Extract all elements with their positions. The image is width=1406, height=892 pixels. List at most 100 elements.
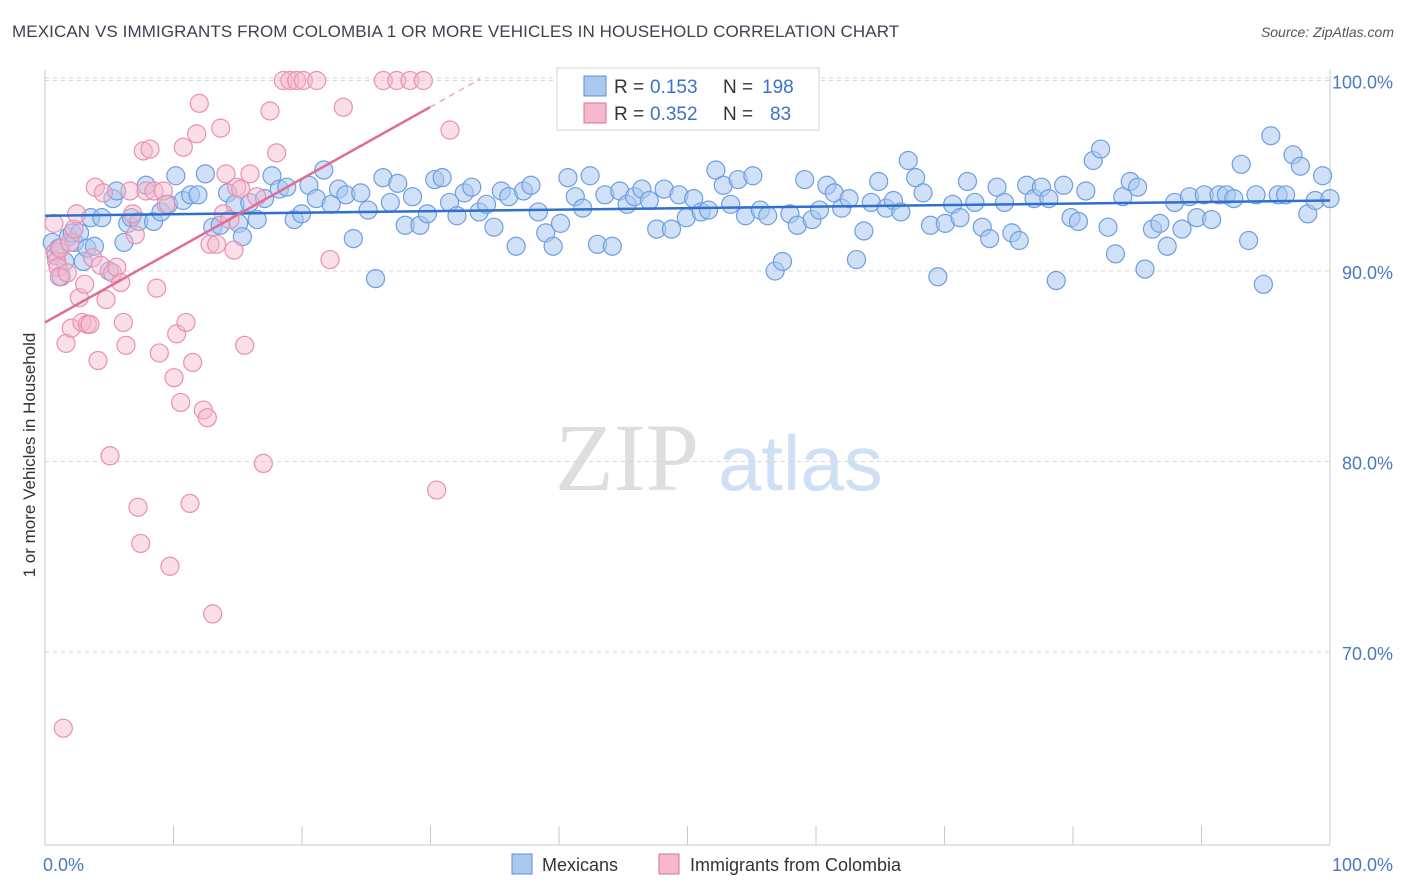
point-mexicans	[1150, 213, 1170, 233]
point-mexicans	[1128, 177, 1148, 197]
point-mexicans	[1239, 230, 1259, 251]
point-mexicans	[1253, 274, 1274, 294]
point-colombia	[48, 257, 68, 277]
point-colombia	[240, 164, 260, 184]
legend-n-label-1: N =	[723, 77, 753, 98]
point-colombia	[176, 312, 196, 333]
point-colombia	[267, 143, 287, 163]
point-colombia	[293, 70, 313, 91]
point-colombia	[235, 335, 255, 355]
point-colombia	[140, 139, 160, 159]
x-tick-label-max: 100.0%	[1332, 855, 1393, 875]
point-mexicans	[906, 168, 926, 188]
point-colombia	[197, 408, 217, 428]
point-mexicans	[550, 213, 571, 233]
point-mexicans	[417, 204, 437, 224]
point-mexicans	[891, 202, 911, 222]
point-mexicans	[846, 249, 867, 270]
point-mexicans	[343, 229, 363, 249]
point-mexicans	[1105, 244, 1126, 264]
point-mexicans	[188, 185, 208, 205]
y-axis-label: 1 or more Vehicles in Household	[20, 333, 39, 578]
trend-line-colombia	[44, 106, 431, 324]
point-colombia	[120, 181, 140, 201]
point-colombia	[136, 181, 156, 201]
point-colombia	[207, 234, 227, 254]
point-mexicans	[432, 168, 452, 188]
trend-line-colombia-extension	[429, 78, 481, 108]
point-mexicans	[476, 194, 497, 214]
point-colombia	[440, 120, 460, 140]
point-colombia	[116, 335, 136, 355]
point-mexicans	[528, 202, 548, 222]
y-tick-label: 80.0%	[1342, 454, 1393, 474]
point-colombia	[333, 97, 353, 117]
point-mexicans	[580, 166, 600, 186]
point-colombia	[427, 480, 447, 500]
point-mexicans	[1068, 211, 1089, 232]
point-colombia	[273, 70, 293, 91]
legend-r-label-2: R =	[614, 104, 644, 125]
legend-n-value-2: 83	[770, 104, 791, 125]
point-mexicans	[1313, 166, 1333, 186]
point-colombia	[187, 124, 207, 144]
point-colombia	[189, 93, 209, 113]
data-points	[42, 70, 1340, 738]
point-mexicans	[484, 217, 504, 237]
point-mexicans	[543, 236, 563, 256]
point-mexicans	[1157, 236, 1177, 256]
bottom-legend-swatch-colombia	[658, 853, 680, 875]
bottom-legend-colombia: Immigrants from Colombia	[690, 855, 902, 875]
point-colombia	[83, 248, 103, 268]
point-colombia	[133, 141, 153, 161]
point-colombia	[253, 453, 273, 474]
point-mexicans	[558, 168, 578, 188]
point-colombia	[51, 238, 71, 258]
point-mexicans	[957, 171, 978, 192]
point-mexicans	[447, 206, 467, 226]
point-mexicans	[388, 173, 408, 193]
point-colombia	[80, 314, 100, 334]
point-mexicans	[195, 164, 215, 184]
series-legend: Mexicans Immigrants from Colombia	[511, 853, 902, 875]
point-mexicans	[1054, 175, 1074, 195]
point-mexicans	[1261, 126, 1281, 146]
point-mexicans	[706, 160, 726, 180]
legend-r-label-1: R =	[614, 77, 644, 98]
point-mexicans	[166, 166, 186, 186]
point-mexicans	[1098, 217, 1118, 237]
point-mexicans	[795, 169, 815, 190]
watermark-zip: ZIP	[555, 404, 699, 511]
point-colombia	[44, 213, 64, 233]
stats-legend: R = 0.153 N = 198 R = 0.352 N = 83	[556, 67, 820, 131]
legend-n-label-2: N =	[723, 104, 753, 125]
point-mexicans	[772, 251, 793, 272]
point-colombia	[128, 497, 148, 517]
point-colombia	[160, 556, 180, 576]
point-colombia	[183, 352, 203, 373]
point-mexicans	[1276, 185, 1296, 205]
point-mexicans	[365, 269, 386, 289]
point-mexicans	[1076, 181, 1096, 201]
y-tick-label: 100.0%	[1332, 73, 1393, 93]
point-mexicans	[380, 192, 400, 213]
point-colombia	[61, 318, 81, 338]
point-colombia	[45, 242, 65, 262]
point-mexicans	[1231, 154, 1251, 174]
legend-r-value-1: 0.153	[650, 77, 698, 98]
point-colombia	[93, 183, 113, 203]
point-colombia	[173, 137, 193, 157]
point-colombia	[147, 278, 167, 298]
point-colombia	[149, 343, 169, 363]
x-tick-label-min: 0.0%	[43, 855, 84, 875]
y-tick-label: 90.0%	[1342, 263, 1393, 283]
point-colombia	[171, 392, 191, 413]
point-colombia	[387, 70, 407, 91]
point-mexicans	[839, 189, 859, 209]
source-label: Source: ZipAtlas.com	[1260, 24, 1394, 40]
point-colombia	[164, 368, 184, 388]
point-mexicans	[1113, 187, 1133, 207]
point-colombia	[64, 219, 84, 239]
point-mexicans	[994, 192, 1015, 213]
